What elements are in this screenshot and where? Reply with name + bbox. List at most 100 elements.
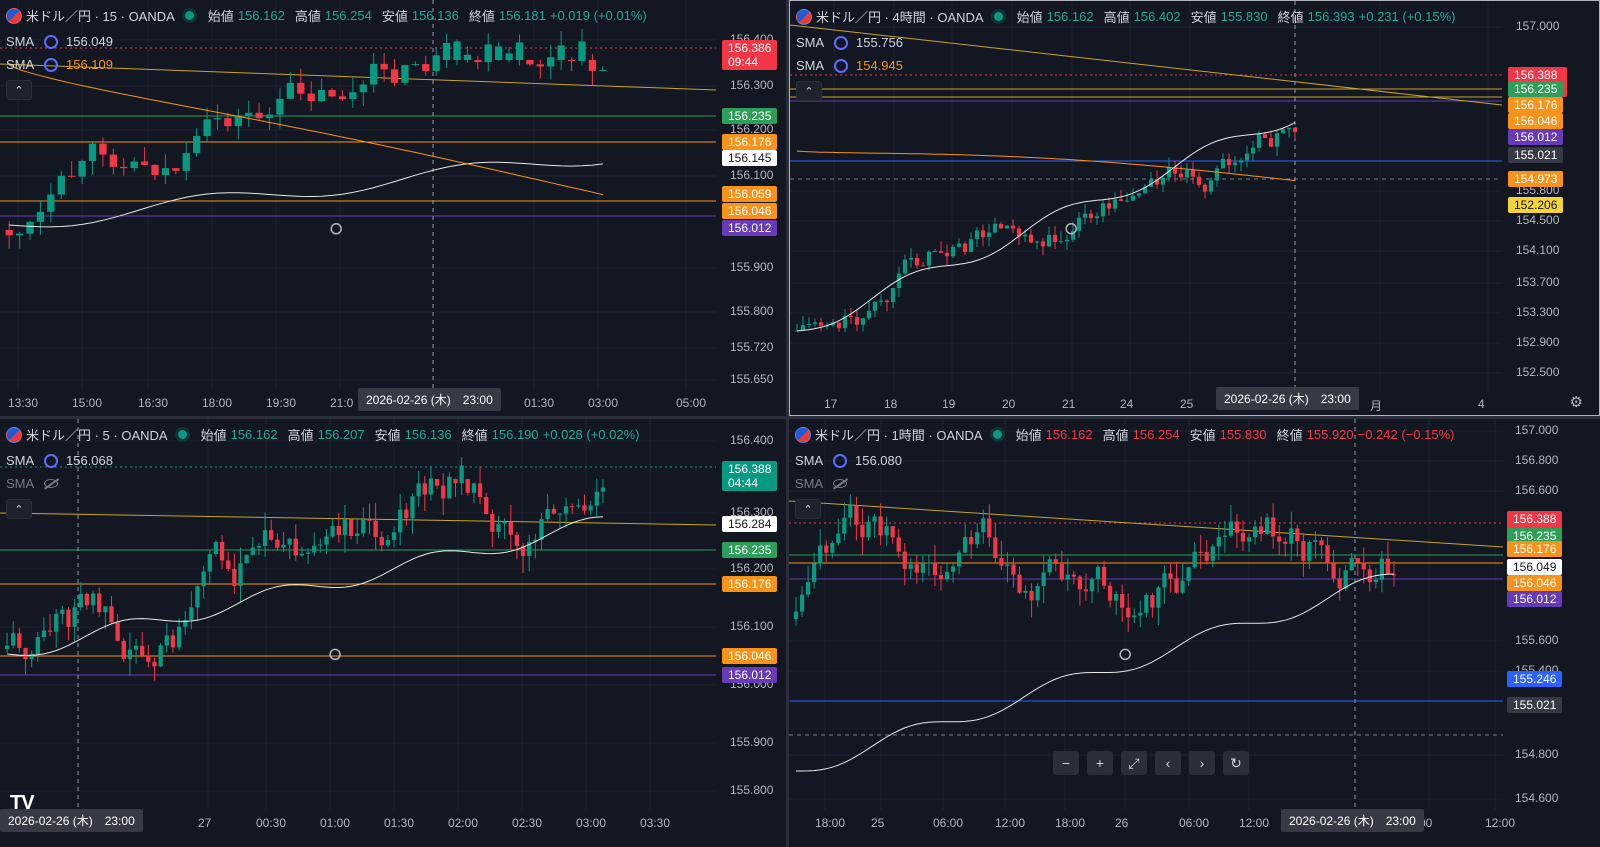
x-axis-tick-label: 03:00 [588, 396, 619, 410]
zoom-in-button[interactable]: + [1087, 751, 1113, 775]
candle [1180, 580, 1185, 593]
candle [127, 649, 133, 659]
pane-divider-vertical[interactable] [786, 0, 789, 847]
candlestick-chart[interactable] [790, 1, 1599, 415]
sma-legend-1[interactable]: SMA 156.080 [795, 453, 902, 468]
sma-settings-icon[interactable] [834, 58, 848, 73]
scroll-left-button[interactable]: ‹ [1155, 751, 1181, 775]
candle [442, 42, 451, 60]
price-tag[interactable]: 156.012 [722, 220, 778, 236]
sma-legend-2[interactable]: SMA [6, 476, 58, 491]
zoom-out-button[interactable]: − [1053, 751, 1079, 775]
candle [432, 55, 440, 71]
price-tag[interactable]: 156.235 [1508, 81, 1564, 97]
price-tag[interactable]: 156.046 [1507, 575, 1563, 591]
symbol-title[interactable]: 米ドル／円 · 5 · OANDA [26, 428, 168, 443]
pane-divider-horizontal[interactable] [0, 416, 1600, 419]
sma-settings-icon[interactable] [833, 453, 847, 468]
price-tag[interactable]: 156.046 [722, 648, 778, 664]
price-tag[interactable]: 156.012 [722, 667, 778, 683]
sma-legend-2[interactable]: SMA 156.109 [6, 57, 113, 72]
price-tag[interactable]: 156.284 [722, 516, 778, 532]
price-tag[interactable]: 156.176 [722, 134, 778, 150]
sma-line[interactable] [796, 122, 1296, 332]
price-tag[interactable]: 156.235 [1507, 528, 1563, 544]
price-tag[interactable]: 156.235 [722, 542, 778, 558]
sma-legend-2[interactable]: SMA 154.945 [796, 58, 903, 73]
usdjpy-flag-icon [6, 7, 22, 24]
price-tag[interactable]: 155.246 [1507, 671, 1563, 687]
collapse-legend-button[interactable]: ⌃ [796, 81, 822, 101]
price-tag[interactable]: 155.021 [1508, 147, 1564, 163]
chart-pane-15m[interactable]: 米ドル／円 · 15 · OANDA 始値 156.162 高値 156.254 安… [0, 0, 786, 416]
alert-clock-icon[interactable] [330, 223, 342, 235]
candle [1114, 594, 1119, 601]
candle [1204, 552, 1209, 561]
chart-pane-5m[interactable]: 米ドル／円 · 5 · OANDA 始値 156.162 高値 156.207 安値… [0, 419, 786, 847]
sma-settings-icon[interactable] [44, 57, 58, 72]
chart-pane-4h[interactable]: 米ドル／円 · 4時間 · OANDA 始値 156.162 高値 156.402 … [789, 0, 1600, 416]
price-tag[interactable]: 156.176 [722, 576, 778, 592]
sma-line[interactable] [796, 573, 1395, 772]
sma-legend-2[interactable]: SMA [795, 476, 847, 491]
trend-line[interactable] [790, 24, 1503, 106]
price-tag[interactable]: 156.145 [722, 150, 778, 166]
trend-line[interactable] [0, 63, 717, 91]
sma-settings-icon[interactable] [44, 453, 58, 468]
trend-line[interactable] [0, 512, 717, 526]
sma-legend-1[interactable]: SMA 156.049 [6, 34, 113, 49]
candle [256, 545, 262, 548]
candle [245, 112, 253, 117]
price-tag[interactable]: 154.973 [1508, 171, 1564, 187]
candle [1319, 540, 1324, 546]
x-axis-tick-label: 17 [824, 397, 838, 411]
candle [1144, 595, 1149, 613]
price-tag[interactable]: 156.235 [722, 108, 778, 124]
sma-line-orange[interactable] [8, 64, 603, 196]
price-tag[interactable]: 156.049 [1507, 559, 1563, 575]
sma-line-orange[interactable] [796, 150, 1296, 182]
reset-chart-button[interactable]: ↻ [1223, 751, 1249, 775]
collapse-legend-button[interactable]: ⌃ [6, 499, 32, 519]
price-tag[interactable]: 156.176 [1507, 541, 1563, 557]
scroll-right-button[interactable]: › [1189, 751, 1215, 775]
tradingview-logo-icon: TV [10, 792, 35, 814]
chart-pane-1h[interactable]: 米ドル／円 · 1時間 · OANDA 始値 156.162 高値 156.254 … [789, 419, 1600, 847]
sma-line[interactable] [7, 516, 603, 656]
sma-line[interactable] [9, 161, 603, 228]
sma-settings-icon[interactable] [834, 35, 848, 50]
candlestick-chart[interactable] [0, 0, 786, 416]
alert-clock-icon[interactable] [1119, 648, 1131, 661]
sma-legend-1[interactable]: SMA 156.068 [6, 453, 113, 468]
symbol-title[interactable]: 米ドル／円 · 15 · OANDA [26, 9, 175, 24]
market-open-dot-icon [993, 12, 1003, 21]
candlestick-chart[interactable] [0, 419, 786, 847]
sma-legend-1[interactable]: SMA 155.756 [796, 35, 903, 50]
collapse-legend-button[interactable]: ⌃ [6, 80, 32, 100]
candle [920, 562, 925, 573]
price-tag[interactable]: 156.046 [722, 203, 778, 219]
x-axis-tick-label: 18:00 [815, 816, 846, 830]
symbol-title[interactable]: 米ドル／円 · 4時間 · OANDA [816, 10, 984, 25]
price-tag[interactable]: 156.388 04:44 [722, 461, 778, 491]
sma-settings-icon[interactable] [44, 34, 58, 49]
gear-icon[interactable]: ⚙ [1569, 394, 1583, 411]
price-tag[interactable]: 156.176 [1508, 97, 1564, 113]
symbol-title[interactable]: 米ドル／円 · 1時間 · OANDA [815, 428, 983, 443]
candlestick-chart[interactable] [789, 419, 1600, 847]
eye-hidden-icon[interactable] [833, 479, 847, 488]
price-tag[interactable]: 156.046 [1508, 113, 1564, 129]
price-tag[interactable]: 152.206 [1508, 197, 1564, 213]
price-tag[interactable]: 156.059 [722, 186, 778, 202]
trend-line[interactable] [789, 500, 1504, 548]
alert-clock-icon[interactable] [329, 648, 341, 661]
eye-hidden-icon[interactable] [44, 479, 58, 488]
price-tag[interactable]: 155.021 [1507, 697, 1563, 713]
price-tag[interactable]: 156.012 [1508, 129, 1564, 145]
alert-clock-icon[interactable] [1065, 222, 1077, 235]
fit-screen-button[interactable]: ⤢ [1121, 751, 1147, 775]
candle [1023, 590, 1028, 593]
price-tag[interactable]: 156.012 [1507, 591, 1563, 607]
price-tag[interactable]: 156.386 09:44 [722, 40, 778, 70]
collapse-legend-button[interactable]: ⌃ [795, 499, 821, 519]
